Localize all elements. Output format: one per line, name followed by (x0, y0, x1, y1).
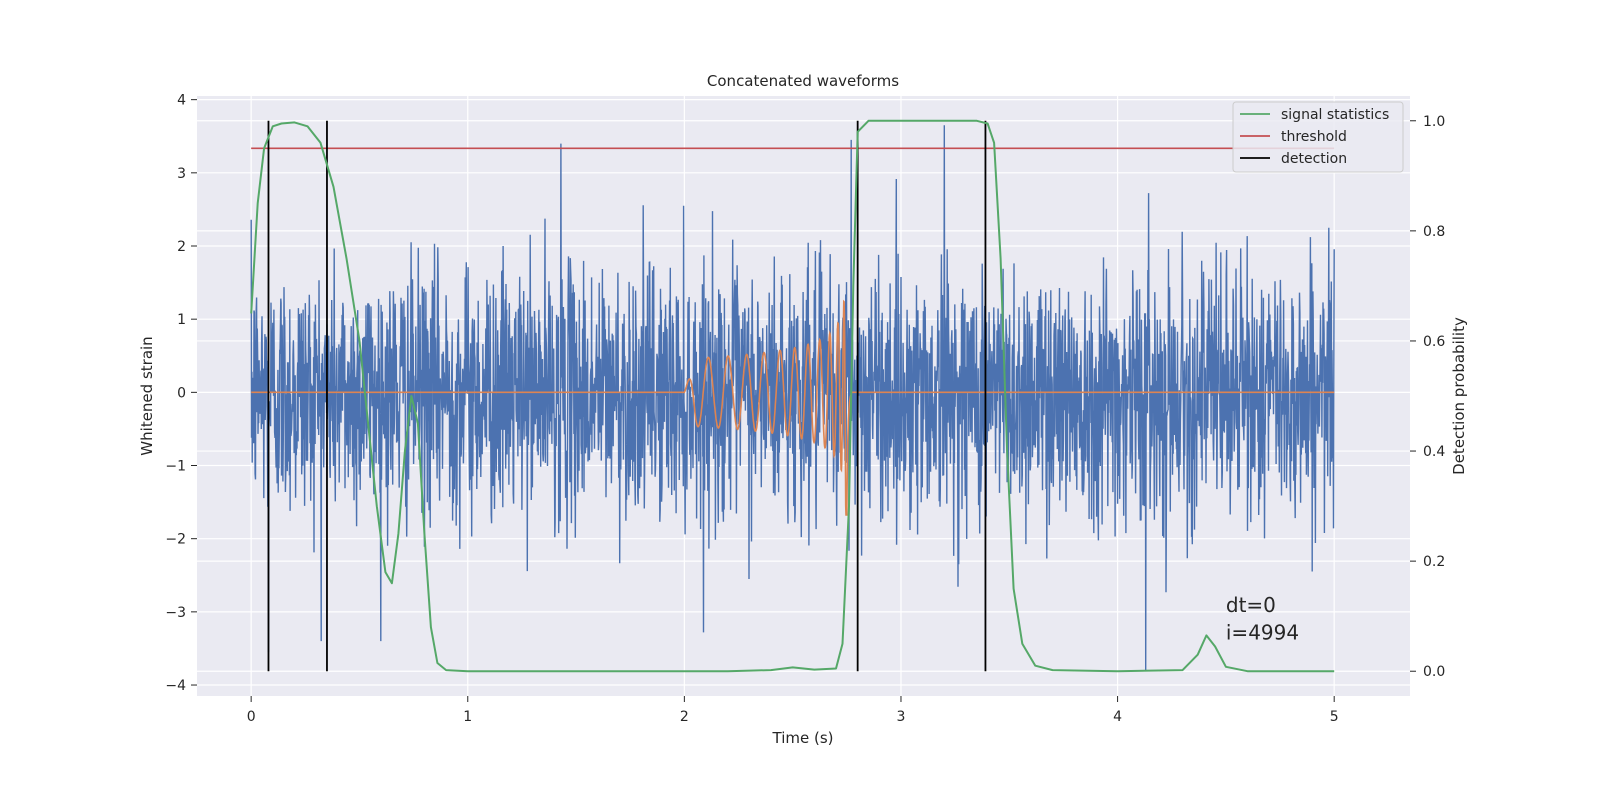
data-layer (250, 119, 1335, 673)
legend: signal statistics threshold detection (1232, 101, 1404, 173)
legend-label-threshold: threshold (1281, 129, 1347, 145)
y-right-tick-label: 0.4 (1423, 444, 1445, 460)
legend-label-detection: detection (1281, 151, 1347, 167)
y-tick-label: −2 (165, 532, 186, 548)
x-tick-label: 1 (463, 709, 472, 725)
y-tick-label: −3 (165, 605, 186, 621)
series-injected-chirp (251, 299, 1335, 516)
y-tick-label: 4 (177, 93, 186, 109)
legend-label-signal-statistics: signal statistics (1281, 107, 1389, 123)
annotation-text: i=4994 (1226, 621, 1299, 645)
y-tick-label: 2 (177, 239, 186, 255)
x-tick-label: 5 (1330, 709, 1339, 725)
x-tick-label: 0 (247, 709, 256, 725)
x-axis-label: Time (s) (772, 729, 834, 747)
x-tick-label: 4 (1113, 709, 1122, 725)
annotation-text: dt=0 (1226, 593, 1276, 617)
annotations: dt=0 i=4994 (1226, 593, 1299, 645)
y-right-tick-label: 1.0 (1423, 114, 1445, 130)
y-tick-label: 1 (177, 312, 186, 328)
y-right-tick-label: 0.8 (1423, 224, 1445, 240)
x-tick-label: 2 (680, 709, 689, 725)
y-tick-label: −1 (165, 459, 186, 475)
y-right-tick-label: 0.0 (1423, 664, 1445, 680)
y-tick-label: 0 (177, 385, 186, 401)
y-tick-label: 3 (177, 166, 186, 182)
legend-box (1232, 101, 1404, 173)
y-tick-label: −4 (165, 678, 186, 694)
y-right-tick-label: 0.2 (1423, 554, 1445, 570)
x-tick-label: 3 (897, 709, 906, 725)
series-signal-statistics (250, 119, 1335, 673)
chart-title: Concatenated waveforms (707, 72, 899, 90)
y-right-axis-label: Detection probability (1450, 317, 1468, 475)
axis-layer: 0 1 2 3 4 5 −4 −3 −2 −1 0 1 2 3 4 0.0 0.2 0.4 0.6 0.8 1.0 (165, 93, 1445, 725)
y-axis-label: Whitened strain (138, 336, 156, 455)
series-whitened-strain (250, 125, 1335, 671)
y-right-tick-label: 0.6 (1423, 334, 1445, 350)
